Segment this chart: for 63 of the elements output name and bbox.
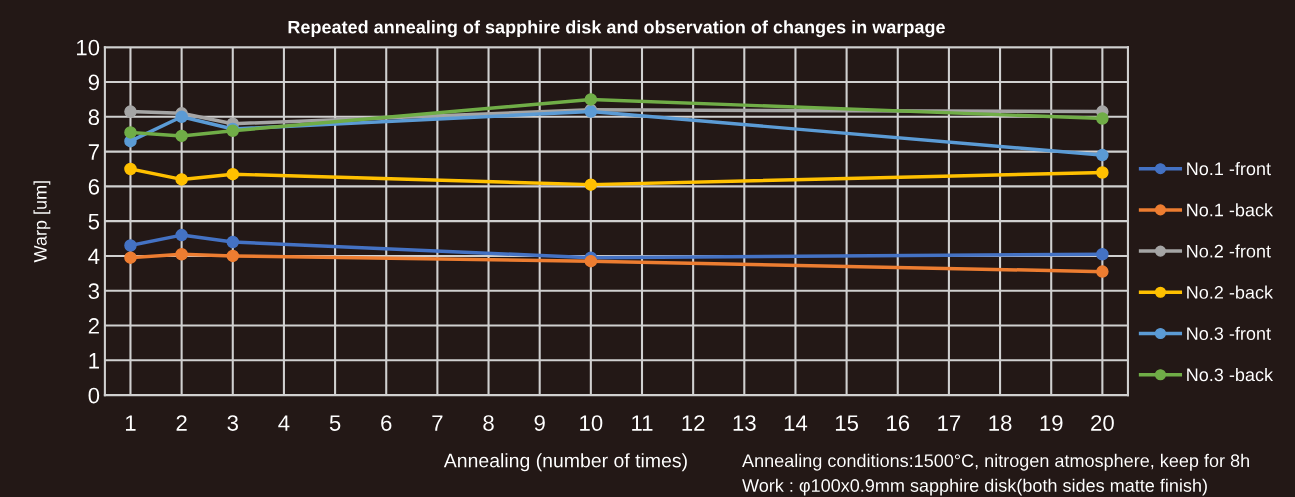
text: Annealing conditions:1500°C, nitrogen atmosphere, keep for 8h	[742, 453, 1249, 471]
y-axis-title: Warp [um]	[33, 181, 51, 263]
point	[1096, 166, 1109, 179]
x-tick-label: 15	[835, 415, 859, 431]
x-tick-label: 9	[534, 415, 545, 431]
point	[584, 254, 598, 268]
point	[175, 247, 188, 261]
point	[226, 235, 240, 249]
x-tick-label: 13	[733, 415, 756, 431]
x-tick-label: 16	[887, 415, 910, 431]
point	[124, 162, 137, 176]
y-tick-label: 7	[88, 144, 99, 160]
legend-label: No.3 -back	[1187, 367, 1274, 382]
y-tick-label: 8	[88, 109, 100, 126]
legend-label: No.3 -front	[1187, 326, 1271, 341]
chart-title: Repeated annealing of sapphire disk and observation of changes in warpage	[288, 20, 945, 38]
y-tick-label: 0	[88, 387, 100, 404]
point	[584, 178, 598, 191]
point	[226, 167, 240, 181]
point	[175, 110, 188, 124]
legend-label: No.2 -back	[1187, 285, 1274, 299]
legend-label: No.1 -front	[1187, 161, 1271, 176]
point	[226, 249, 240, 263]
point	[1096, 247, 1109, 261]
point	[1096, 265, 1109, 278]
y-tick-label: 6	[88, 178, 100, 195]
x-tick-label: 18	[989, 415, 1012, 431]
point	[584, 93, 598, 106]
x-tick-label: 20	[1091, 415, 1114, 431]
x-tick-label: 11	[632, 415, 653, 431]
y-tick-label: 10	[77, 39, 100, 56]
y-tick-label: 5	[88, 213, 100, 230]
x-tick-label: 5	[329, 415, 341, 431]
x-tick-label: 2	[176, 415, 187, 431]
point	[175, 129, 188, 143]
point	[1096, 148, 1109, 162]
x-tick-label: 10	[580, 415, 603, 431]
point	[175, 228, 188, 242]
x-tick-label: 4	[278, 415, 290, 431]
point	[124, 239, 137, 252]
y-tick-label: 9	[88, 74, 99, 91]
point	[124, 126, 137, 139]
x-tick-label: 17	[938, 415, 961, 431]
y-tick-label: 4	[88, 248, 100, 265]
text: Work : φ100x0.9mm sapphire disk(both sides matte finish)	[742, 478, 1207, 496]
x-tick-label: 12	[682, 415, 705, 431]
x-axis-title: Annealing (number of times)	[443, 453, 687, 472]
point	[175, 173, 188, 186]
x-tick-label: 1	[125, 415, 136, 431]
x-tick-label: 7	[432, 415, 443, 431]
point	[124, 105, 137, 118]
y-tick-label: 3	[88, 283, 100, 300]
legend-label: No.2 -front	[1187, 244, 1271, 258]
x-tick-label: 8	[483, 415, 494, 431]
x-tick-label: 19	[1040, 415, 1063, 431]
legend-label: No.1 -back	[1187, 203, 1274, 217]
x-tick-label: 3	[227, 415, 238, 431]
point	[124, 251, 137, 264]
y-tick-label: 2	[88, 318, 99, 334]
y-tick-label: 1	[89, 353, 99, 369]
x-tick-label: 14	[784, 415, 808, 431]
point	[1096, 112, 1109, 125]
x-tick-label: 6	[381, 415, 392, 431]
